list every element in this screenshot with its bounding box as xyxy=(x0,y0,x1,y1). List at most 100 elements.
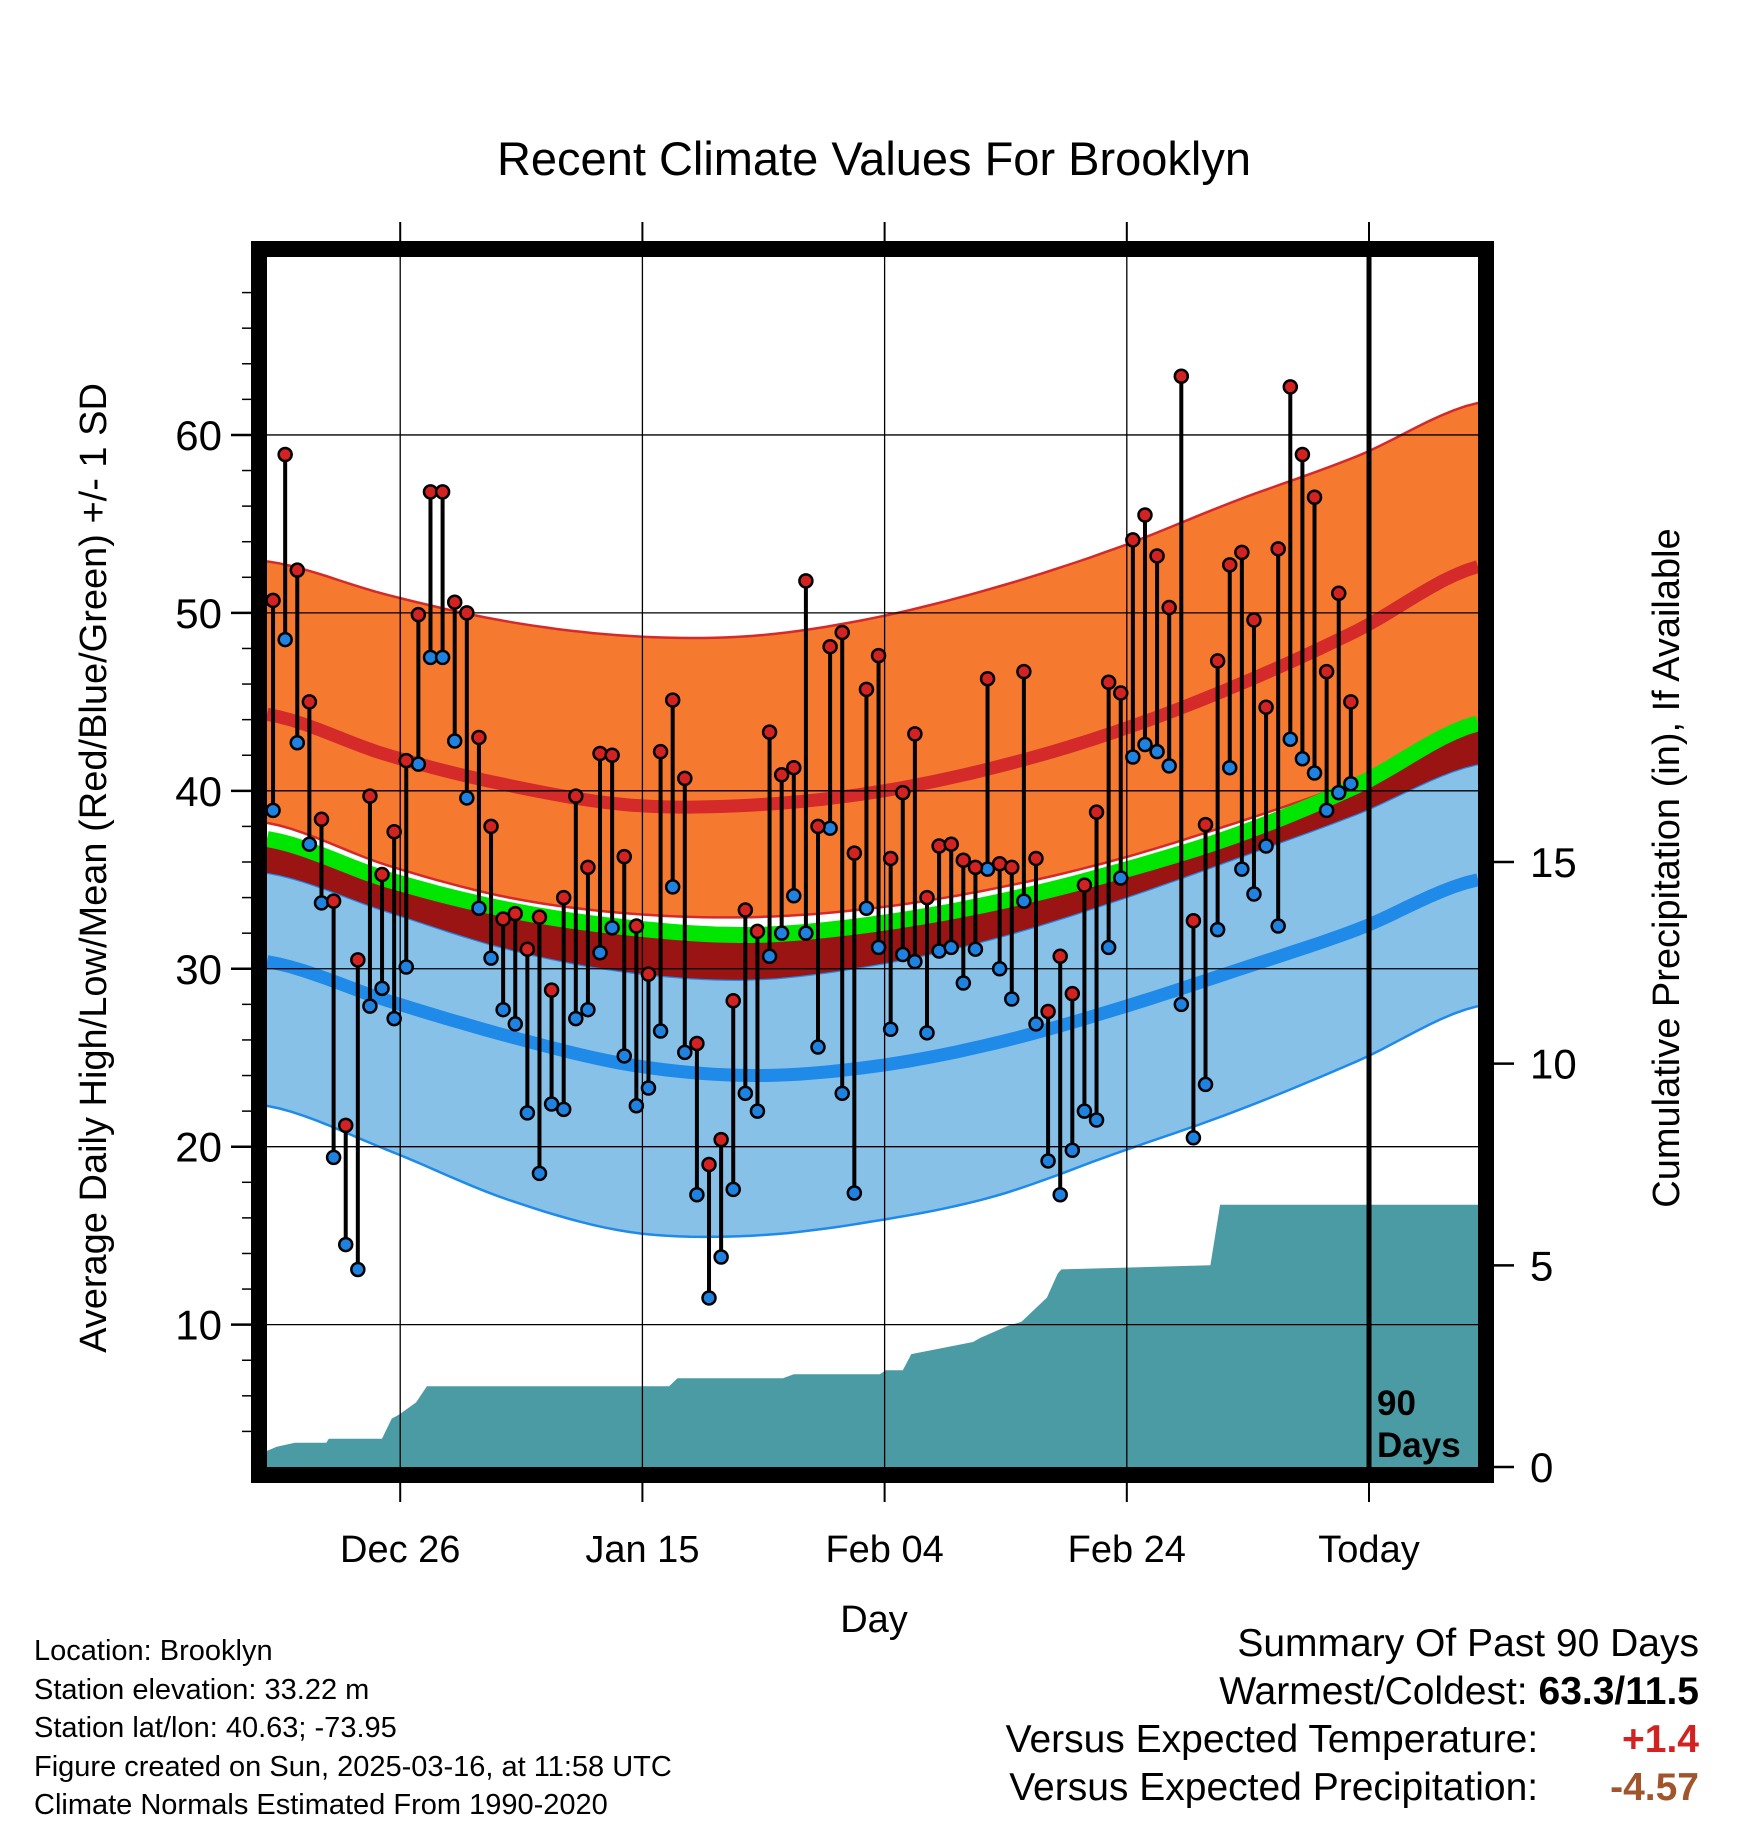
daily-high-point xyxy=(1246,612,1262,628)
daily-high-point xyxy=(337,1117,354,1134)
summary-panel: Summary Of Past 90 Days Warmest/Coldest:… xyxy=(1006,1620,1699,1812)
daily-range-sticks xyxy=(271,376,1353,1298)
daily-low-point xyxy=(604,920,620,936)
daily-low-point xyxy=(1234,861,1250,877)
daily-low-point xyxy=(1052,1187,1068,1203)
daily-low-point xyxy=(822,820,838,836)
daily-low-point xyxy=(786,888,802,904)
daily-low-point xyxy=(277,631,293,648)
y-tick-label: 60 xyxy=(175,412,222,459)
daily-high-point xyxy=(604,747,620,763)
daily-low-point xyxy=(1004,991,1020,1007)
daily-low-point xyxy=(483,950,499,966)
daily-high-point xyxy=(689,1035,705,1052)
summary-heading: Summary Of Past 90 Days xyxy=(1237,1622,1699,1665)
daily-high-point xyxy=(652,743,669,760)
daily-high-point xyxy=(386,824,402,840)
daily-low-points xyxy=(267,631,1359,1306)
plot-frame xyxy=(251,241,1494,1483)
daily-low-point xyxy=(1016,893,1032,909)
daily-high-point xyxy=(870,647,887,664)
daily-high-point xyxy=(398,752,415,769)
daily-low-point xyxy=(507,1016,524,1032)
daily-high-point xyxy=(1052,948,1068,965)
y-tick-label: 20 xyxy=(175,1124,222,1171)
daily-low-point xyxy=(773,925,790,941)
daily-high-point xyxy=(749,923,766,940)
daily-low-point xyxy=(1185,1130,1202,1146)
daily-high-point xyxy=(616,848,632,865)
daily-high-point xyxy=(1306,489,1323,505)
daily-high-point xyxy=(761,724,778,740)
daily-low-point xyxy=(967,941,984,957)
daily-low-point xyxy=(519,1105,536,1121)
daily-high-point xyxy=(301,694,318,710)
precip-value: -4.57 xyxy=(1610,1766,1699,1809)
daily-high-point xyxy=(640,966,657,982)
daily-low-point xyxy=(1161,758,1177,774)
daily-low-point xyxy=(749,1103,766,1119)
daily-high-point xyxy=(1004,859,1020,876)
daily-low-point xyxy=(1064,1142,1081,1159)
daily-high-point xyxy=(1282,379,1299,395)
daily-high-point xyxy=(834,624,850,641)
daily-high-point xyxy=(289,562,306,578)
daily-low-point xyxy=(1330,784,1347,801)
daily-high-point xyxy=(1016,663,1032,680)
daily-low-point xyxy=(713,1249,729,1265)
x-tick-label: Jan 15 xyxy=(585,1529,699,1571)
daily-high-point xyxy=(459,605,475,621)
daily-low-point xyxy=(301,836,318,852)
created-text: Figure created on Sun, 2025-03-16, at 11… xyxy=(34,1750,672,1783)
daily-low-point xyxy=(1197,1076,1214,1093)
daily-low-point xyxy=(1343,775,1359,792)
daily-high-point xyxy=(725,993,741,1009)
daily-low-point xyxy=(1149,743,1165,760)
normal-low-line xyxy=(267,873,1478,1082)
daily-high-point xyxy=(1113,685,1129,701)
daily-high-point xyxy=(955,852,972,868)
daily-low-point xyxy=(834,1085,850,1102)
daily-high-point xyxy=(858,681,875,698)
x-tick-label: Feb 04 xyxy=(825,1529,943,1571)
daily-low-point xyxy=(761,948,778,965)
daily-low-point xyxy=(1076,1103,1093,1119)
daily-high-point xyxy=(1100,674,1117,691)
daily-low-point xyxy=(374,980,390,997)
y2-tick-label: 5 xyxy=(1530,1242,1553,1289)
daily-high-point xyxy=(483,818,499,835)
daily-high-point xyxy=(1149,548,1165,564)
daily-low-point xyxy=(701,1290,717,1306)
daily-high-point xyxy=(1234,544,1250,561)
extremes-label: Warmest/Coldest: xyxy=(1219,1670,1528,1713)
daily-low-point xyxy=(1209,921,1226,938)
daily-low-point xyxy=(289,735,306,751)
daily-high-point xyxy=(1330,585,1347,602)
daily-high-point xyxy=(531,909,548,925)
daily-high-point xyxy=(882,850,899,867)
daily-low-point xyxy=(955,975,972,991)
daily-low-point xyxy=(1125,749,1141,765)
y-tick-label: 40 xyxy=(175,768,222,815)
daily-high-point xyxy=(701,1156,717,1173)
daily-low-point xyxy=(1282,731,1299,747)
daily-low-point xyxy=(846,1185,863,1201)
daily-low-point xyxy=(677,1044,693,1061)
daily-high-point xyxy=(1161,599,1177,616)
x-tick-label: Today xyxy=(1318,1529,1419,1571)
daily-high-point xyxy=(313,811,330,828)
daily-low-point xyxy=(919,1025,935,1041)
daily-high-point xyxy=(1209,653,1226,669)
normal-high-line xyxy=(267,560,1478,814)
y2-axis-label: Cumulative Precipitation (in), If Availa… xyxy=(1646,528,1688,1207)
daily-low-point xyxy=(1113,870,1129,886)
daily-high-point xyxy=(1076,877,1093,893)
daily-low-point xyxy=(325,1149,342,1166)
daily-low-point xyxy=(689,1187,705,1203)
daily-high-point xyxy=(543,982,560,998)
daily-high-point xyxy=(846,845,863,861)
daily-high-point xyxy=(1064,985,1081,1002)
x-axis-label: Day xyxy=(840,1599,908,1641)
daily-low-point xyxy=(1173,996,1190,1013)
daily-high-point xyxy=(1125,532,1141,548)
